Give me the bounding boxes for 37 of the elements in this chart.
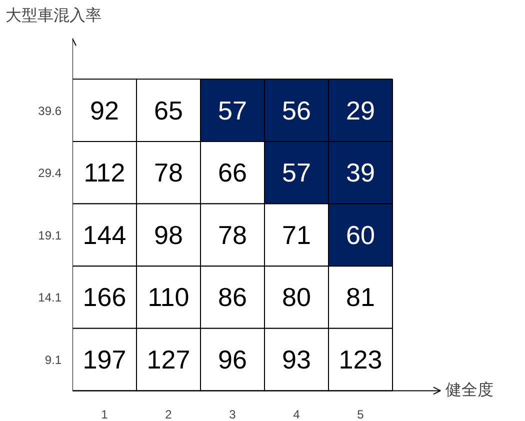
data-label: 96 bbox=[218, 344, 247, 375]
data-label: 78 bbox=[218, 220, 247, 250]
x-tick-label: 1 bbox=[101, 408, 108, 421]
data-label: 110 bbox=[148, 282, 190, 312]
data-label: 29 bbox=[346, 95, 375, 126]
x-tick-label: 2 bbox=[165, 408, 172, 421]
data-label: 78 bbox=[154, 158, 183, 188]
data-label: 123 bbox=[338, 344, 382, 375]
data-label: 39 bbox=[346, 158, 375, 188]
data-label: 81 bbox=[346, 282, 375, 312]
data-label: 60 bbox=[346, 220, 375, 250]
data-label: 57 bbox=[218, 95, 247, 126]
data-label: 166 bbox=[82, 282, 126, 312]
y-axis-title: 大型車混入率 bbox=[6, 6, 102, 24]
data-label: 93 bbox=[282, 344, 311, 375]
data-label: 197 bbox=[82, 344, 126, 375]
data-label: 57 bbox=[282, 158, 311, 188]
x-axis-title: 健全度 bbox=[446, 381, 494, 400]
data-label: 144 bbox=[82, 220, 126, 250]
y-tick-label: 39.6 bbox=[38, 104, 62, 118]
x-tick-label: 3 bbox=[229, 408, 236, 421]
data-label: 80 bbox=[282, 282, 311, 312]
data-label: 86 bbox=[218, 282, 247, 312]
y-tick-label: 9.1 bbox=[44, 353, 62, 368]
data-label: 71 bbox=[282, 220, 311, 250]
data-label: 92 bbox=[90, 95, 119, 126]
data-label: 56 bbox=[282, 95, 311, 126]
x-tick-label: 5 bbox=[357, 408, 364, 421]
data-label: 112 bbox=[84, 158, 126, 188]
data-label: 65 bbox=[154, 95, 183, 126]
y-tick-label: 19.1 bbox=[38, 228, 62, 242]
x-tick-label: 4 bbox=[293, 408, 300, 421]
y-tick-label: 14.1 bbox=[38, 290, 62, 305]
y-tick-label: 29.4 bbox=[38, 166, 62, 180]
data-label: 66 bbox=[218, 158, 247, 188]
data-label: 98 bbox=[154, 220, 183, 250]
data-label: 127 bbox=[146, 344, 190, 375]
